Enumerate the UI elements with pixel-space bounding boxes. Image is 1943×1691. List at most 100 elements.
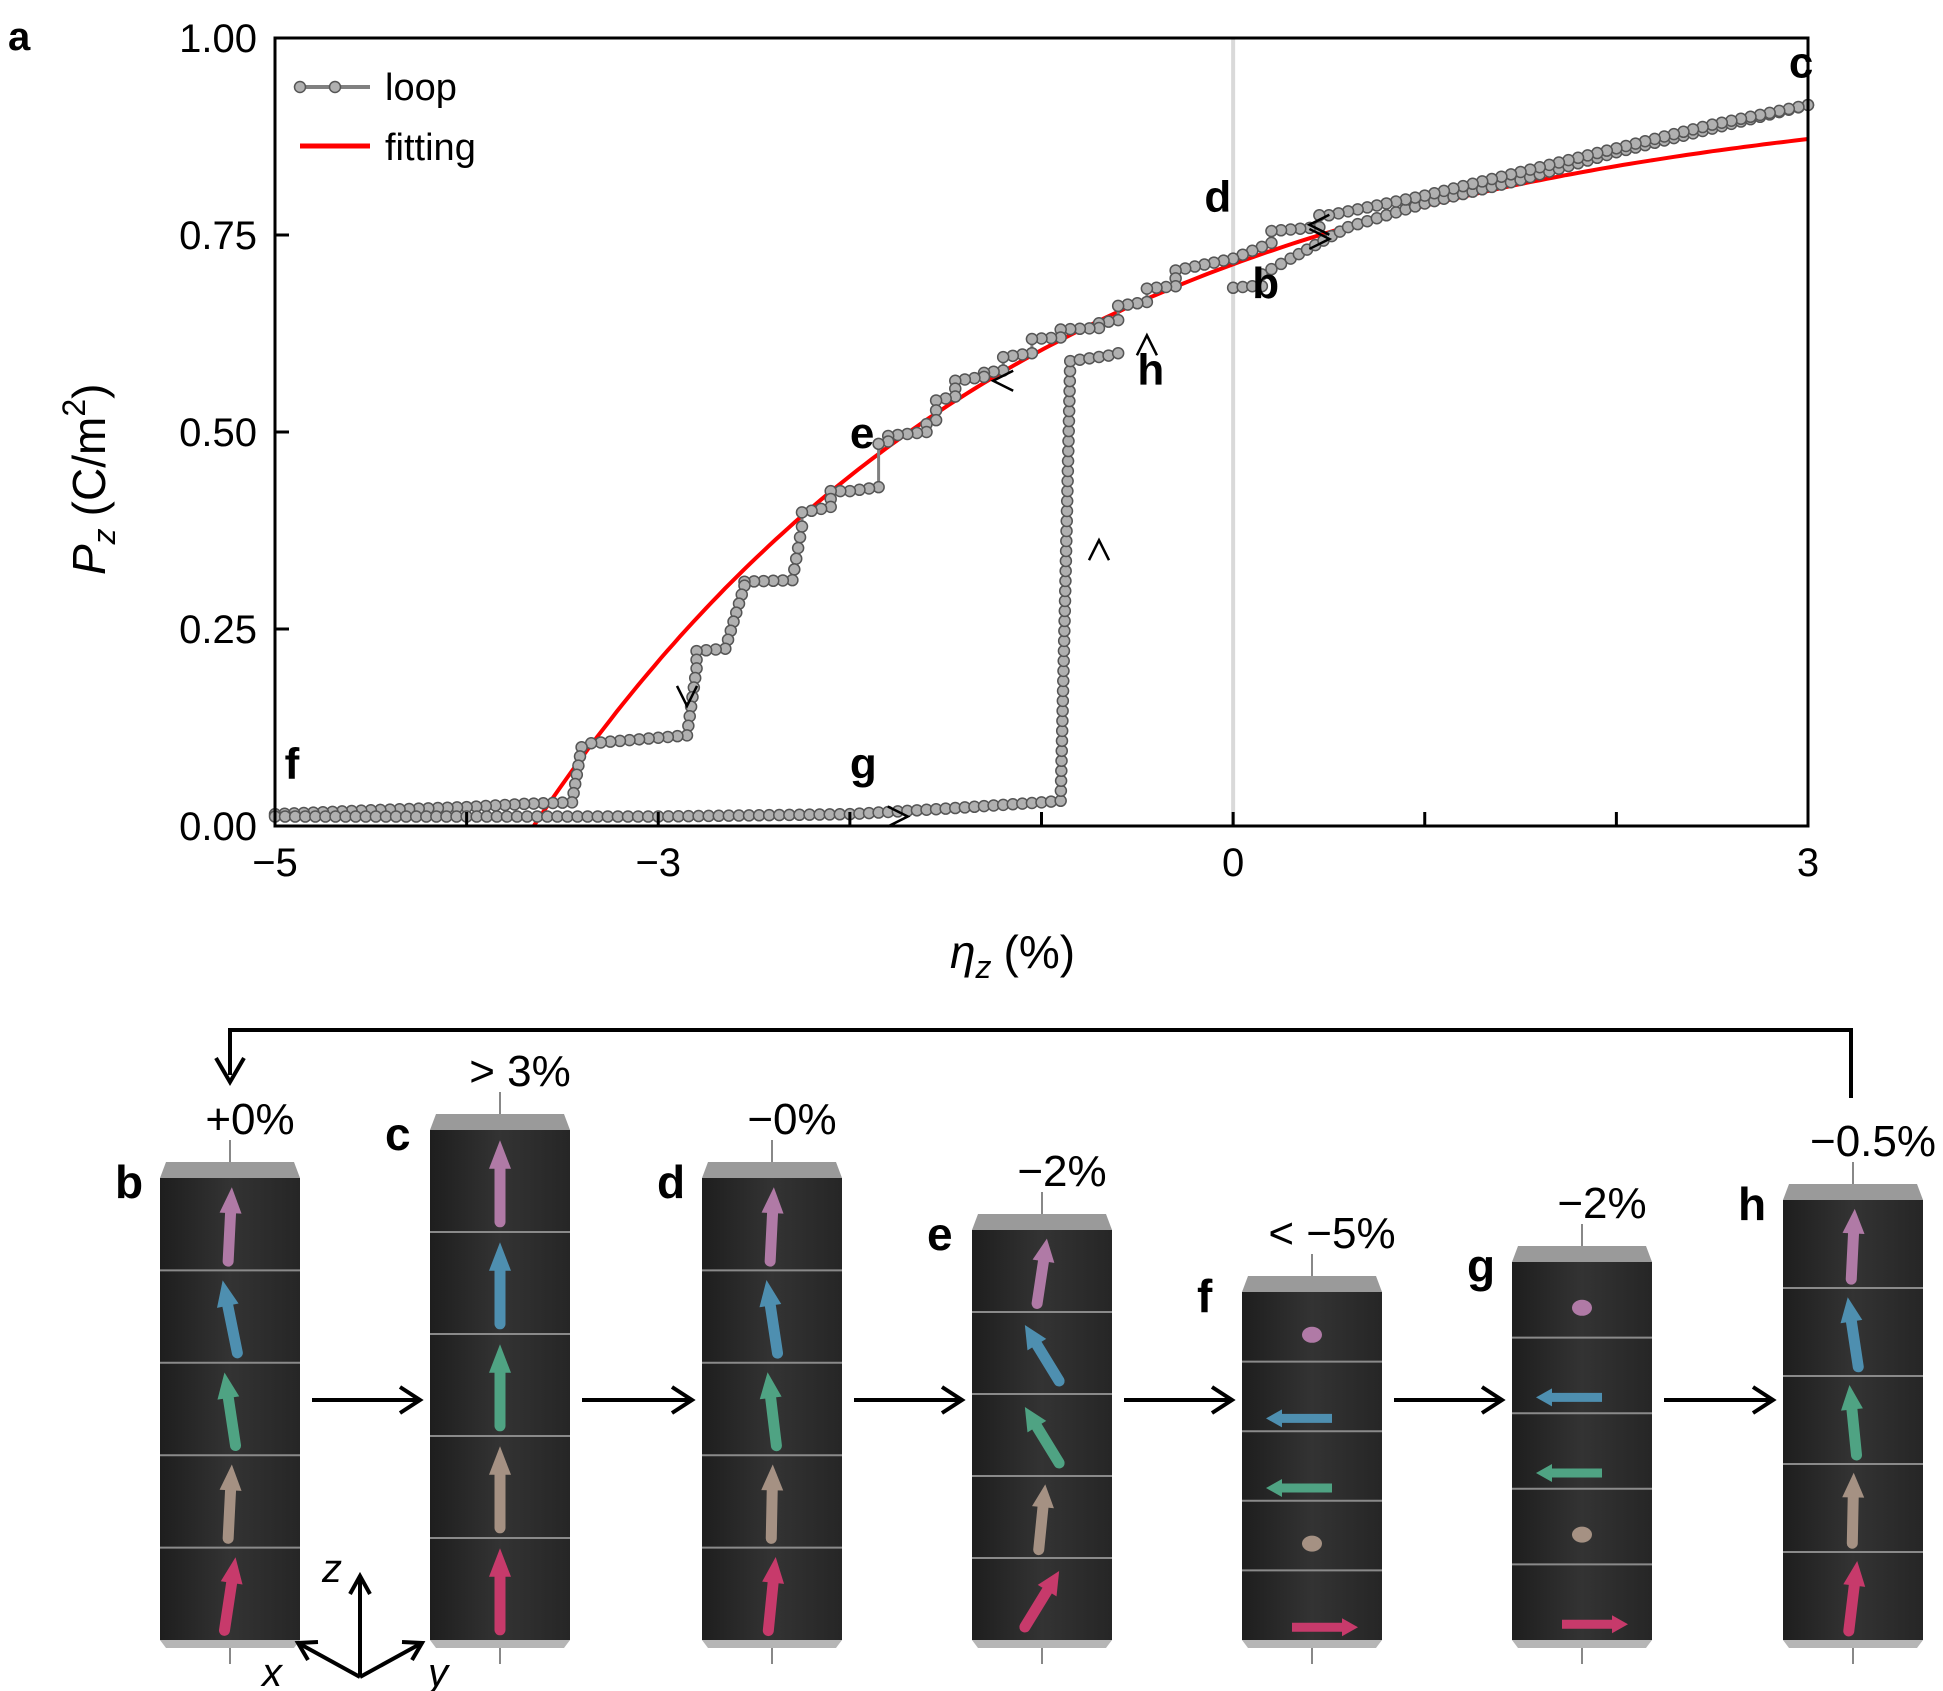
annotation-d: d: [1204, 172, 1231, 221]
polarization-arrowhead: [1024, 1407, 1047, 1433]
polarization-arrowhead: [759, 1372, 782, 1400]
column-d: d −0%: [657, 1095, 842, 1664]
polarization-arrow: [764, 1207, 779, 1267]
flow-arrowhead: [1210, 1385, 1236, 1415]
column-strain-label: +0%: [205, 1095, 294, 1144]
legend-fitting-label: fitting: [385, 127, 476, 169]
column-bottom-face: [702, 1640, 842, 1648]
polarization-arrow: [1846, 1491, 1859, 1549]
y-axis-subscript: z: [86, 528, 122, 545]
polarization-arrowhead: [217, 1372, 240, 1400]
column-top-face: [160, 1162, 300, 1178]
polarization-arrowhead: [1266, 1479, 1282, 1497]
column-letter: h: [1738, 1178, 1766, 1230]
polarization-arrow: [762, 1577, 779, 1637]
loop-point: [1140, 282, 1154, 295]
y-tick-label: 1.00: [179, 17, 257, 61]
polarization-dot: [1302, 1326, 1322, 1343]
direction-arrow: [1306, 213, 1330, 236]
polarization-arrowhead: [220, 1557, 243, 1585]
z-axis-label: z: [321, 1547, 342, 1591]
direction-arrows: [675, 213, 1333, 828]
column-bottom-face: [1242, 1640, 1382, 1648]
column-top-face: [1512, 1246, 1652, 1262]
column-bottom-face: [972, 1640, 1112, 1648]
loop-point: [1025, 332, 1039, 346]
x-tick-label: 3: [1797, 841, 1819, 885]
polarization-arrowhead: [1842, 1208, 1865, 1235]
polarization-arrow: [218, 1577, 238, 1636]
polarization-arrowhead: [489, 1446, 511, 1475]
y-axis-symbol: P: [63, 544, 115, 575]
polarization-arrow: [222, 1300, 243, 1359]
polarization-arrowhead: [1342, 1618, 1358, 1637]
point-annotations: c db h e f g: [285, 38, 1814, 788]
polarization-arrow: [222, 1392, 242, 1452]
annotation-b: b: [1252, 259, 1279, 308]
axis-ticks: −5 −3 0 3 0.00 0.25 0.50 0.75 1.00: [179, 17, 1819, 885]
schematic: b +0% c > 3% d −0% e −2% f < −5% g −2% h −0.5% z x y: [115, 1028, 1936, 1691]
column-letter: g: [1467, 1240, 1495, 1292]
polarization-arrowhead: [1612, 1615, 1628, 1634]
loop-point: [791, 541, 805, 555]
column-bottom-face: [430, 1640, 570, 1648]
polarization-arrowhead: [489, 1548, 511, 1577]
polarization-arrowhead: [1024, 1325, 1047, 1351]
x-axis-coordinate-label: x: [260, 1651, 284, 1691]
column-h: h −0.5%: [1738, 1117, 1936, 1664]
column-g: g −2%: [1467, 1179, 1652, 1664]
y-tick-label: 0.25: [179, 608, 257, 652]
column-f: f < −5%: [1197, 1209, 1396, 1664]
polarization-arrowhead: [219, 1464, 242, 1491]
polarization-arrow: [1845, 1227, 1860, 1285]
column-box: [1242, 1292, 1382, 1640]
y-axis-unit: (C/m: [63, 417, 115, 517]
flow-arrowhead: [1480, 1385, 1506, 1415]
flow-arrowhead: [398, 1385, 424, 1415]
polarization-dot: [1572, 1299, 1592, 1316]
loop-point: [1255, 279, 1269, 293]
polarization-arrow: [222, 1207, 237, 1267]
polarization-arrowhead: [1032, 1238, 1055, 1263]
loop-point: [795, 506, 809, 519]
polarization-arrowhead: [762, 1557, 785, 1584]
loop-point: [1111, 346, 1125, 360]
column-strain-label: > 3%: [469, 1047, 571, 1096]
column-top-face: [972, 1214, 1112, 1230]
loop-line-c-to-f: [274, 103, 1809, 816]
polarization-arrowhead: [1266, 1409, 1282, 1428]
legend-loop-marker: [293, 80, 307, 94]
polarization-arrowhead: [489, 1242, 511, 1271]
column-strain-label: −0%: [747, 1095, 836, 1144]
legend-loop-label: loop: [385, 67, 457, 109]
column-bottom-face: [1783, 1640, 1923, 1648]
loop-point: [1255, 268, 1269, 281]
column-c: c > 3%: [385, 1047, 571, 1664]
column-letter: c: [385, 1108, 411, 1160]
column-top-face: [702, 1162, 842, 1178]
polarization-arrowhead: [761, 1187, 784, 1214]
polarization-arrow: [1019, 1585, 1053, 1633]
polarization-arrow: [1031, 1339, 1065, 1387]
column-letter: f: [1197, 1270, 1213, 1322]
polarization-dot: [1302, 1535, 1322, 1552]
column-top-face: [1242, 1276, 1382, 1292]
loop-point: [789, 552, 803, 565]
column-e: e −2%: [927, 1147, 1112, 1664]
column-strain-label: −2%: [1017, 1147, 1106, 1196]
polarization-arrow: [765, 1392, 782, 1452]
flow-arrowhead: [940, 1385, 966, 1415]
loop-point: [1274, 257, 1288, 271]
loop-point: [1111, 299, 1125, 313]
column-strain-label: < −5%: [1268, 1209, 1395, 1258]
polarization-arrowhead: [489, 1344, 511, 1373]
flow-arrowhead: [1751, 1385, 1777, 1415]
loop-layer: [268, 98, 1815, 823]
column-bottom-face: [160, 1640, 300, 1648]
polarization-arrow: [1846, 1403, 1863, 1461]
direction-arrow: [1087, 537, 1111, 561]
polarization-arrowhead: [489, 1140, 511, 1169]
x-tick-label: −5: [252, 841, 298, 885]
polarization-arrow: [1845, 1316, 1864, 1373]
